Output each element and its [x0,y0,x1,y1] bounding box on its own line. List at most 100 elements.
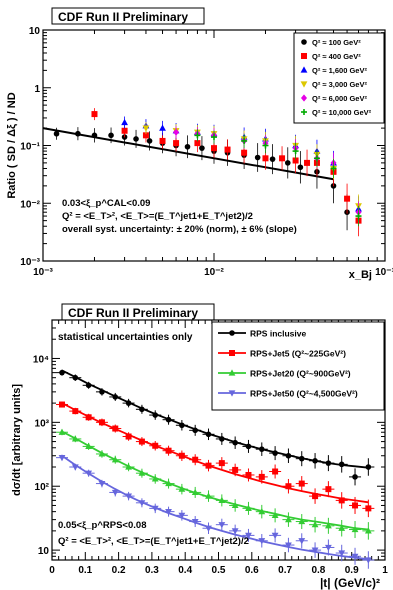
bottom-data-point [285,483,292,490]
bottom-series-1 [55,401,375,518]
bottom-data-point [98,480,106,488]
top-data-point [241,149,248,156]
top-data-point [133,136,139,142]
bottom-data-point [364,557,372,564]
top-y-tick-label: 1 [34,84,40,95]
top-data-point [108,132,114,139]
bottom-data-point [231,501,239,509]
top-data-point [159,137,166,144]
bottom-data-point [98,450,106,457]
bottom-data-point [138,438,145,445]
bottom-data-point [125,463,132,470]
top-data-point [241,137,248,144]
top-data-point [184,143,191,150]
bottom-x-tick-label: 0.9 [345,565,359,576]
bottom-legend: RPS inclusive RPS+Jet5 (Q²~225GeV²) RPS+Je… [211,321,385,411]
top-y-axis-label: Ratio ( SD / Δξ ) / ND [6,92,18,198]
top-legend: Q² ≈ 100 GeV² Q² ≈ 400 GeV² Q² ≈ 1,600 GeV… [293,32,385,124]
bottom-data-point [58,401,65,408]
top-chart: CDF Run II Preliminary10110⁻¹10⁻²10⁻³10⁻… [6,7,393,281]
bottom-data-point [178,452,185,459]
bottom-series-3 [55,454,375,569]
bottom-data-point [98,419,105,426]
top-data-point [173,128,180,136]
top-annotation-q2: Q² = <E_T>², <E_T>=(E_T^jet1+E_T^jet2)/2 [62,211,253,222]
bottom-chart-title: CDF Run II Preliminary [68,306,198,320]
top-data-point [91,111,98,118]
bottom-data-point [178,512,186,519]
bottom-data-point [325,486,332,493]
bottom-data-point [71,464,79,471]
bottom-data-point [325,460,332,466]
bottom-y-axis-label: dσ/dt [arbitrary units] [11,384,23,496]
bottom-data-point [59,369,65,376]
top-series-0 [53,127,350,231]
bottom-data-point [351,525,359,533]
top-chart-title: CDF Run II Preliminary [58,10,188,24]
bottom-data-point [352,474,358,480]
top-data-point [121,118,128,126]
top-series-2 [121,116,362,222]
bottom-chart: CDF Run II Preliminary 10 10² 10³ 10⁴ 0 0.1 0.2… [11,303,388,590]
top-y-tick-label: 10⁻¹ [20,142,40,153]
top-y-tick-label: 10 [29,26,41,37]
top-y-tick-label: 10⁻² [20,199,40,210]
bottom-data-point [165,479,172,487]
bottom-data-point [298,480,305,487]
bottom-annotation-xi: 0.05<ξ_p^RPS<0.08 [58,520,146,531]
bottom-fit-curve [61,454,369,561]
top-data-point [297,164,304,171]
top-title-box [51,7,205,25]
bottom-fit-curve [61,402,369,504]
top-fit-line [42,127,334,181]
top-data-point [146,138,153,144]
bottom-x-tick-label: 0.6 [245,565,259,576]
top-data-point [330,165,337,172]
top-legend-marker [301,53,307,59]
bottom-y-tick-label: 10 [38,546,50,557]
top-data-point [284,160,291,166]
top-legend-marker [300,81,308,88]
bottom-data-point [165,509,172,516]
bottom-data-point [351,553,359,560]
bottom-data-point [205,492,212,499]
bottom-data-point [218,496,226,503]
bottom-fit-curve [61,430,369,531]
bottom-x-tick-label: 0.2 [112,565,126,576]
top-legend-label: Q² ≈ 1,600 GeV² [312,66,367,75]
bottom-legend-marker [229,350,235,356]
bottom-data-point [285,542,292,549]
top-legend-marker [301,109,307,115]
bottom-x-tick-label: 0.1 [78,565,92,576]
bottom-data-point [151,475,159,482]
top-data-point [194,140,201,147]
bottom-y-tick-label: 10³ [35,418,50,429]
bottom-data-point [258,538,266,545]
bottom-annotation-q2: Q² = <E_T>², <E_T>=(E_T^jet1+E_T^jet2)/2 [58,536,249,547]
top-series-5 [194,129,362,227]
bottom-data-point [58,455,66,462]
bottom-data-point [324,522,332,529]
bottom-x-tick-label: 0.7 [278,565,292,576]
bottom-x-tick-label: 1 [382,565,388,576]
top-data-point [292,157,299,164]
bottom-data-point [258,473,265,480]
bottom-data-point [338,497,345,504]
bottom-legend-label: RPS+Jet20 (Q²~900GeV²) [250,369,351,379]
top-y-tick-label: 10⁻³ [20,257,40,268]
bottom-x-tick-label: 0 [49,565,55,576]
bottom-legend-marker [229,330,235,336]
bottom-x-tick-label: 0.8 [311,565,325,576]
top-data-point [269,156,276,162]
top-data-point [75,130,81,137]
bottom-legend-marker [228,369,236,376]
bottom-series-2 [55,428,375,540]
top-data-point [142,125,150,132]
top-data-point [262,155,269,162]
bottom-data-point [245,532,252,539]
bottom-data-point [85,414,92,421]
bottom-data-point [205,525,212,532]
bottom-x-axis-label: |t| (GeV/c)² [320,576,380,590]
bottom-data-point [191,488,199,496]
